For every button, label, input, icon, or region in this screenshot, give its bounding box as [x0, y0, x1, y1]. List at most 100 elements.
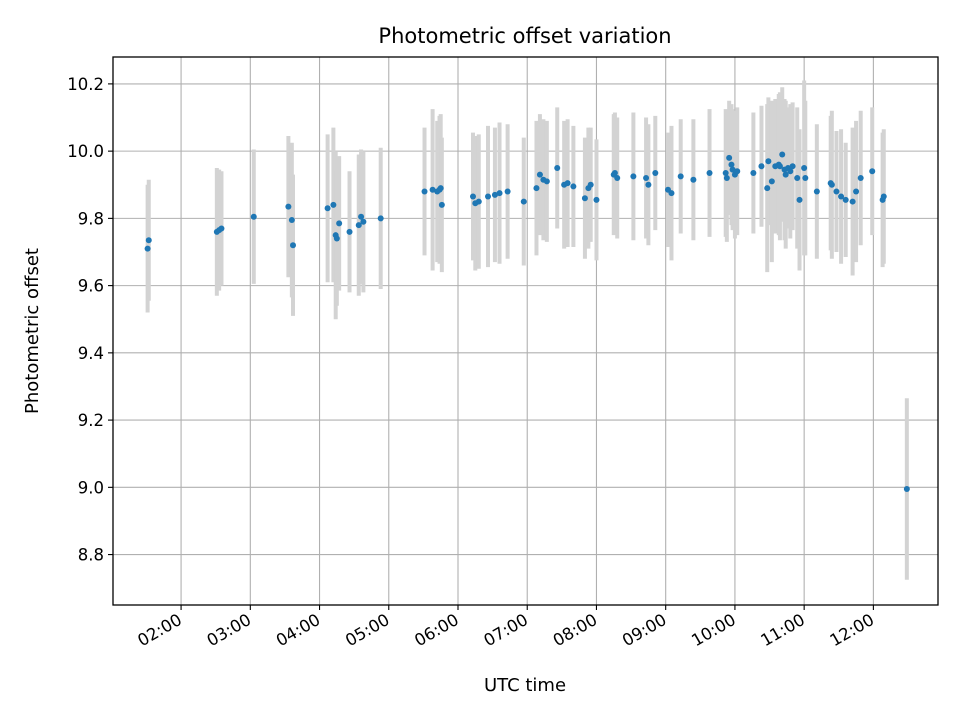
- data-point: [750, 169, 757, 176]
- data-point: [645, 181, 652, 188]
- data-point: [723, 175, 730, 182]
- data-point: [849, 198, 856, 205]
- data-point: [358, 213, 365, 220]
- x-axis-label: UTC time: [484, 675, 566, 696]
- data-point: [543, 178, 550, 185]
- x-tick-label: 12:00: [827, 610, 878, 650]
- data-point: [285, 203, 292, 210]
- data-point: [787, 168, 794, 175]
- x-tick-label: 08:00: [550, 610, 601, 650]
- data-point: [288, 217, 295, 224]
- x-tick-label: 02:00: [134, 610, 185, 650]
- data-point: [587, 181, 594, 188]
- data-point: [880, 193, 887, 200]
- data-point: [470, 193, 476, 200]
- data-point: [218, 225, 225, 232]
- data-point: [652, 169, 659, 176]
- data-point: [360, 218, 367, 225]
- data-point: [333, 235, 340, 242]
- plot-frame: [112, 56, 939, 606]
- data-point: [614, 175, 621, 182]
- x-tick-label: 04:00: [273, 610, 324, 650]
- data-point: [828, 181, 835, 188]
- data-point: [536, 171, 543, 178]
- y-tick-label: 9.6: [78, 277, 104, 296]
- chart-title: Photometric offset variation: [378, 24, 671, 48]
- data-point: [533, 185, 540, 192]
- data-point: [496, 190, 503, 197]
- data-point: [475, 198, 482, 205]
- y-tick-label: 10.0: [67, 142, 104, 161]
- data-point: [782, 171, 789, 178]
- data-point: [833, 188, 840, 195]
- y-axis-label: Photometric offset: [22, 248, 43, 414]
- data-point: [857, 175, 864, 182]
- data-points: [144, 151, 910, 493]
- data-point: [570, 183, 577, 190]
- data-point: [144, 245, 151, 252]
- data-point: [491, 191, 498, 198]
- data-point: [789, 163, 796, 170]
- data-point: [377, 215, 384, 222]
- data-point: [802, 175, 809, 182]
- data-point: [668, 190, 675, 197]
- data-point: [554, 164, 561, 171]
- data-point: [336, 220, 343, 227]
- data-point: [581, 195, 588, 202]
- data-point: [903, 486, 910, 493]
- data-point: [768, 178, 775, 185]
- y-tick-label: 8.8: [78, 546, 104, 565]
- x-tick-label: 11:00: [757, 610, 808, 650]
- data-point: [690, 176, 697, 183]
- x-tick-label: 06:00: [411, 610, 462, 650]
- x-tick-label: 09:00: [619, 610, 670, 650]
- data-point: [611, 169, 618, 176]
- data-point: [729, 166, 736, 173]
- x-tick-label: 07:00: [481, 610, 532, 650]
- data-point: [722, 169, 729, 176]
- data-point: [776, 163, 783, 170]
- data-point: [796, 196, 803, 203]
- y-tick-label: 9.8: [78, 209, 104, 228]
- y-tick-label: 9.0: [78, 478, 104, 497]
- x-tick-label: 10:00: [688, 610, 739, 650]
- data-point: [677, 173, 684, 180]
- data-point: [429, 186, 436, 193]
- data-point: [438, 201, 445, 208]
- data-point: [346, 228, 353, 235]
- data-point: [838, 193, 845, 200]
- data-point: [813, 188, 820, 195]
- data-point: [765, 158, 772, 165]
- x-tick-label: 05:00: [342, 610, 393, 650]
- data-point: [726, 154, 733, 161]
- data-point: [330, 201, 337, 208]
- data-point: [145, 237, 152, 244]
- data-point: [324, 205, 331, 212]
- data-point: [764, 185, 771, 192]
- data-point: [728, 161, 735, 168]
- data-point: [643, 175, 650, 182]
- data-point: [355, 222, 362, 229]
- data-point: [758, 163, 765, 170]
- x-tick-label: 03:00: [204, 610, 255, 650]
- data-point: [869, 168, 876, 175]
- data-point: [290, 242, 296, 249]
- data-point: [706, 169, 713, 176]
- data-point: [779, 151, 786, 158]
- data-point: [421, 188, 428, 195]
- y-tick-label: 9.2: [78, 411, 104, 430]
- data-point: [437, 185, 444, 192]
- data-point: [794, 175, 801, 182]
- data-point: [842, 196, 849, 203]
- y-axis-ticks: 8.8 9.0 9.2 9.4 9.6 9.8 10.0 10.2: [67, 75, 113, 565]
- data-point: [630, 173, 637, 180]
- data-point: [564, 180, 571, 187]
- data-point: [504, 188, 511, 195]
- y-tick-label: 9.4: [78, 344, 104, 363]
- data-point: [250, 213, 257, 220]
- x-axis-ticks: 02:00 03:00 04:00 05:00 06:00 07:00 08:00 09:00…: [134, 605, 877, 650]
- data-point: [520, 198, 527, 205]
- data-point: [853, 188, 860, 195]
- data-point: [593, 196, 600, 203]
